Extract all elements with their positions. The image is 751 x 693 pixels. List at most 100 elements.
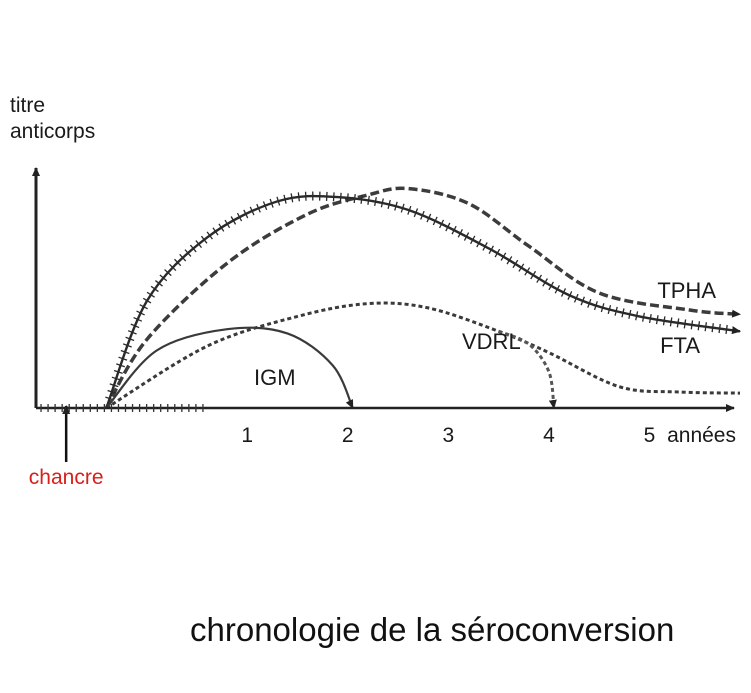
fta-tick-mark <box>711 323 714 333</box>
fta-tick-mark <box>122 343 132 348</box>
fta-tick-mark <box>118 356 128 361</box>
fta-tick-mark <box>154 280 163 287</box>
tpha-curve <box>104 186 741 409</box>
fta-tick-mark <box>560 288 567 297</box>
fta-tick-mark <box>332 192 335 202</box>
fta-tick-mark <box>133 316 143 322</box>
fta-tick-mark <box>655 315 659 325</box>
fta-tick-mark <box>500 252 507 261</box>
fta-tick-mark <box>116 363 126 368</box>
fta-tick-mark <box>482 242 488 251</box>
fta-tick-mark <box>669 317 673 327</box>
fta-tick-mark <box>704 322 708 332</box>
igm-curve <box>105 326 354 409</box>
fta-tick-mark <box>230 216 237 225</box>
fta-tick-mark <box>200 235 208 244</box>
fta-tick-mark <box>111 376 121 381</box>
fta-tick-mark <box>346 193 349 203</box>
fta-tick-mark <box>367 195 370 205</box>
fta-tick-mark <box>662 316 666 326</box>
fta-tick-mark <box>394 201 398 211</box>
x-tick-label: 3 <box>442 424 454 447</box>
fta-tick-mark <box>125 336 135 342</box>
fta-tick-mark <box>169 263 177 272</box>
fta-tick-mark <box>189 244 197 253</box>
fta-tick-mark <box>159 274 168 282</box>
fta-tick-mark <box>593 301 598 311</box>
fta-tick-mark <box>573 293 579 303</box>
fta-tick-mark <box>676 318 680 328</box>
fta-tick-mark <box>494 248 501 258</box>
fta-tick-mark <box>683 319 687 329</box>
fta-tick-mark <box>374 196 377 207</box>
fta-tick-mark <box>113 369 123 374</box>
fta-tick-mark <box>648 313 652 324</box>
fta-tick-mark <box>413 208 419 218</box>
fta-tick-mark <box>174 258 182 267</box>
fta-tick-mark <box>628 309 632 319</box>
x-axis-label: années <box>667 424 736 447</box>
fta-tick-mark <box>212 227 219 236</box>
fta-tick-mark <box>607 305 612 315</box>
fta-tick-mark <box>130 323 140 329</box>
fta-tick-mark <box>269 198 274 208</box>
fta-tick-mark <box>567 291 573 300</box>
fta-tick-mark <box>642 312 645 322</box>
fta-tick-mark <box>380 198 384 208</box>
fta-tick-mark <box>697 321 701 331</box>
fta-tick-mark <box>139 304 148 310</box>
fta-tick-mark <box>297 192 300 202</box>
fta-tick-mark <box>400 203 405 213</box>
fta-tick-mark <box>635 311 639 321</box>
fta-tick-mark <box>184 249 192 257</box>
fta-tick-mark <box>243 209 249 219</box>
fta-tick-mark <box>554 285 560 294</box>
fta-tick-mark <box>218 223 225 232</box>
axes <box>32 167 735 412</box>
fta-tick-mark <box>206 231 213 240</box>
fta-tick-mark <box>387 199 391 209</box>
chart-caption: chronologie de la séroconversion <box>190 611 674 648</box>
fta-tick-mark <box>476 238 482 248</box>
fta-tick-mark <box>587 298 592 308</box>
chancre-label: chancre <box>29 466 104 489</box>
fta-tick-mark <box>249 206 255 216</box>
fta-tick-mark <box>120 349 130 355</box>
igm-series-label: IGM <box>254 365 296 390</box>
fta-tick-mark <box>179 253 187 262</box>
fta-tick-mark <box>580 296 585 306</box>
fta-tick-mark <box>420 210 425 220</box>
fta-tick-mark <box>236 212 243 222</box>
fta-tick-mark <box>488 245 494 254</box>
fta-tick-mark <box>290 193 294 203</box>
fta-series-label: FTA <box>660 333 700 358</box>
fta-tick-mark <box>426 213 432 223</box>
fta-tick-mark <box>690 320 694 330</box>
fta-tick-mark <box>439 219 445 229</box>
fta-tick-mark <box>718 324 721 334</box>
fta-tick-mark <box>360 194 363 204</box>
fta-tick-mark <box>451 225 457 235</box>
fta-tick-mark <box>614 306 618 316</box>
fta-tick-mark <box>725 324 728 335</box>
plot-area <box>104 186 741 410</box>
fta-tick-mark <box>256 203 261 213</box>
fta-tick-mark <box>524 267 531 276</box>
fta-tick-mark <box>224 219 231 229</box>
fta-tick-mark <box>621 308 625 318</box>
fta-tick-mark <box>518 263 525 272</box>
fta-tick-mark <box>276 196 281 206</box>
fta-tick-mark <box>339 192 342 202</box>
tpha-series-label: TPHA <box>657 278 716 303</box>
fta-tick-mark <box>195 240 203 249</box>
x-tick-label: 1 <box>241 424 253 447</box>
fta-tick-mark <box>445 222 451 232</box>
fta-tick-mark <box>542 278 548 287</box>
fta-tick-mark <box>600 303 605 313</box>
fta-tick-mark <box>506 256 513 265</box>
fta-tick-mark <box>470 235 476 245</box>
fta-tick-mark <box>164 269 172 277</box>
fta-tick-mark <box>457 229 463 238</box>
fta-tick-mark <box>512 259 519 269</box>
